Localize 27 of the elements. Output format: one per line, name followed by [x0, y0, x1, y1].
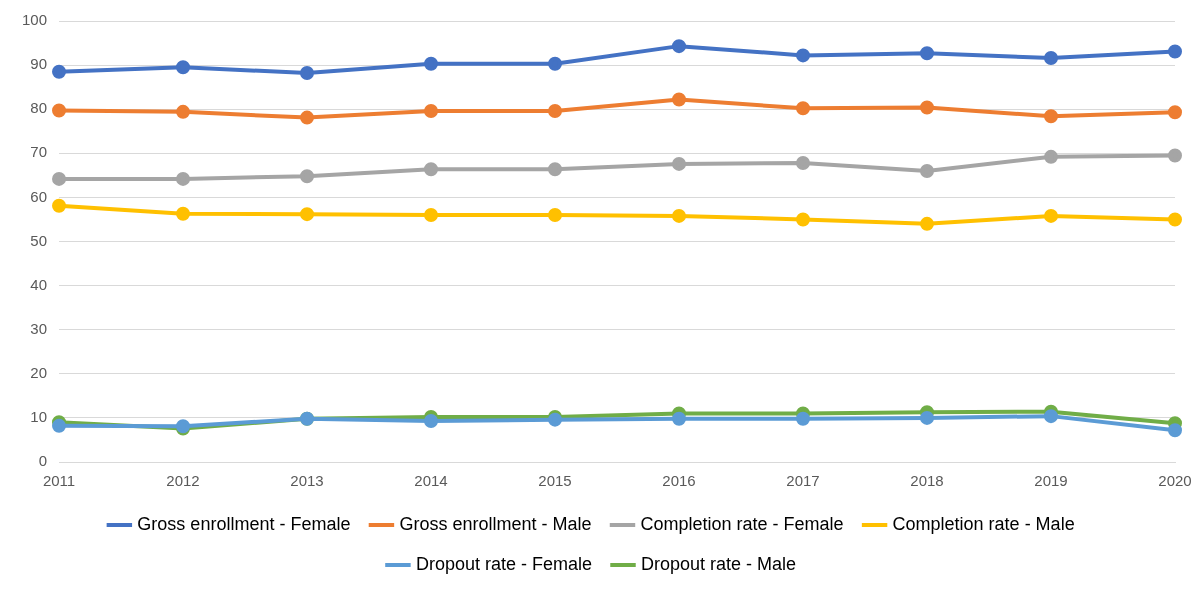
y-tick-label: 40	[30, 275, 48, 293]
legend-label: Gross enrollment - Male	[399, 513, 592, 534]
x-tick-label: 2016	[662, 472, 696, 490]
x-tick-label: 2017	[786, 472, 820, 490]
x-tick-label: 2014	[414, 472, 448, 490]
y-tick-label: 100	[22, 11, 48, 29]
y-tick-label: 10	[30, 408, 48, 426]
y-tick-label: 50	[30, 231, 48, 249]
x-tick-label: 2012	[166, 472, 200, 490]
x-tick-label: 2020	[1158, 472, 1192, 490]
y-tick-label: 0	[38, 452, 48, 470]
y-tick-label: 30	[30, 319, 48, 337]
y-tick-label: 70	[30, 143, 48, 161]
y-tick-label: 80	[30, 99, 48, 117]
legend-label: Dropout rate - Male	[641, 553, 797, 574]
x-tick-label: 2011	[42, 472, 76, 490]
legend-label: Completion rate - Male	[892, 513, 1075, 534]
legend-label: Dropout rate - Female	[415, 553, 593, 574]
legend-label: Gross enrollment - Female	[137, 513, 351, 534]
x-tick-label: 2019	[1034, 472, 1068, 490]
x-tick-label: 2015	[538, 472, 572, 490]
legend-label: Completion rate - Female	[640, 513, 844, 534]
x-tick-label: 2013	[290, 472, 324, 490]
y-tick-label: 20	[30, 363, 48, 381]
y-tick-label: 90	[30, 55, 48, 73]
y-tick-label: 60	[30, 187, 48, 205]
x-tick-label: 2018	[910, 472, 944, 490]
